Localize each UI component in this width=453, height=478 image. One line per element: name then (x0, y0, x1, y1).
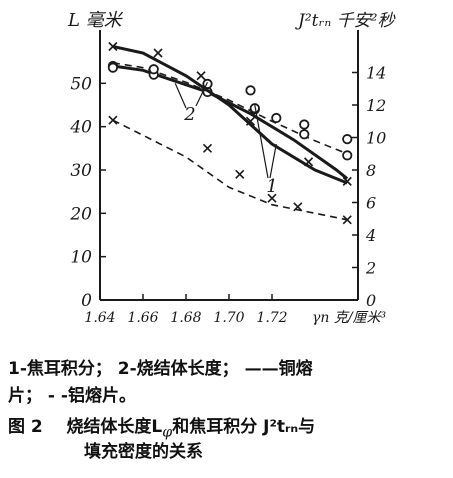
x-axis-tick-label: 1.70 (213, 310, 244, 326)
legend-caption-line-2: 片； - -铝熔片。 (8, 386, 136, 406)
figure-number: 图 2 (8, 417, 43, 437)
curve-label-2: 2 (183, 104, 195, 125)
left-axis-tick-label: 10 (70, 248, 92, 268)
series-3-line (112, 45, 348, 185)
x-axis-tick-label: 1.66 (127, 310, 158, 326)
series-2-point (202, 143, 213, 153)
legend-caption-line-1: 1-焦耳积分； 2-烧结体长度； ——铜熔 (8, 359, 313, 379)
series-4-point (245, 85, 256, 96)
series-2-point (235, 169, 245, 179)
series-4-point (299, 119, 310, 130)
left-axis-tick-label: 0 (81, 291, 92, 311)
right-axis-tick-label: 6 (366, 194, 376, 213)
left-axis-title: L 毫米 (67, 10, 124, 31)
series-1-line (112, 64, 349, 180)
figure-title-a: 烧结体长度L (66, 417, 163, 437)
right-axis-tick-label: 8 (366, 161, 376, 180)
series-4-point (148, 64, 159, 75)
left-axis-tick-label: 30 (70, 161, 92, 181)
curve-label-1: 1 (266, 176, 277, 197)
series-4-line (112, 62, 348, 155)
series-4-point (107, 62, 119, 73)
series-2-point (293, 202, 303, 212)
curve-1-leader (254, 104, 277, 179)
series-4-point (202, 78, 213, 89)
series-2-line (112, 119, 348, 221)
series-3-point (303, 157, 314, 167)
series-3-point (196, 71, 206, 81)
right-axis-tick-label: 14 (366, 64, 386, 83)
right-axis-tick-label: 10 (366, 129, 386, 148)
left-axis-tick-label: 20 (69, 204, 92, 224)
series-2-point (267, 193, 277, 203)
x-axis-tick-label: 1.64 (84, 310, 115, 326)
series-4-point (342, 150, 353, 161)
left-axis-tick-label: 40 (69, 118, 92, 138)
x-axis-tick-label: 1.68 (170, 310, 201, 326)
series-2-point (342, 215, 352, 225)
right-axis-tick-label: 4 (365, 226, 376, 245)
figure-caption-title-line-2: 填充密度的关系 (84, 442, 203, 462)
series-3-point (108, 41, 118, 52)
right-axis-tick-label: 2 (365, 259, 376, 278)
x-axis-title: γn 克/厘米³ (312, 310, 387, 326)
series-2-point (108, 115, 118, 125)
series-4-point (342, 134, 353, 145)
series-3-point (153, 48, 163, 58)
figure-caption-title: 图 2 烧结体长度Lφ和焦耳积分 J²tᵣₙ与 (8, 415, 448, 444)
x-axis-tick-label: 1.72 (256, 310, 287, 326)
figure-title-sub: φ (162, 424, 173, 441)
right-axis-tick-label: 12 (366, 96, 386, 115)
left-axis-tick-label: 50 (70, 74, 92, 94)
series-4-point (271, 112, 282, 124)
right-axis-title: J²tᵣₙ 千安²秒 (295, 11, 395, 31)
series-3-point (245, 116, 256, 126)
right-axis-tick-label: 0 (366, 291, 376, 310)
series-3-point (342, 176, 352, 186)
curve-2-leader (174, 81, 209, 109)
series-4-point (299, 129, 310, 140)
figure-title-b: 和焦耳积分 J²tᵣₙ与 (172, 417, 316, 437)
